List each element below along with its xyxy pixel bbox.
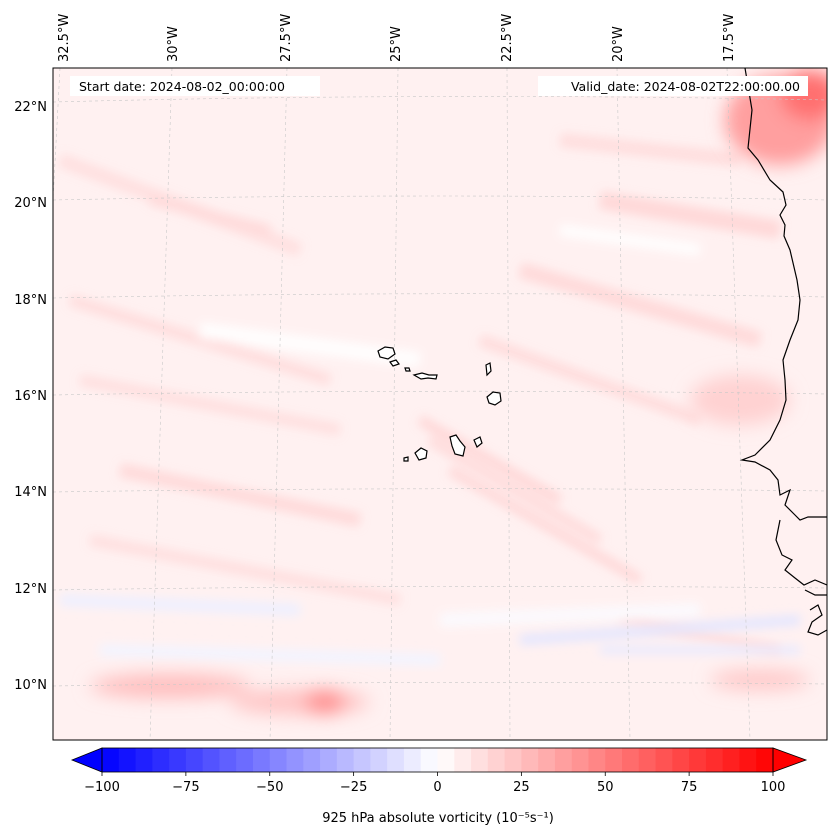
colorbar-cell [370, 748, 388, 772]
map-border [52, 67, 828, 741]
colorbar-tick-label: 50 [597, 780, 614, 795]
start-date-box [70, 76, 320, 96]
colorbar-max-arrow [772, 747, 808, 773]
colorbar-cell [202, 748, 221, 772]
colorbar-cell [269, 748, 288, 772]
colorbar-cell [303, 748, 321, 772]
colorbar-tick-label: −25 [340, 780, 367, 795]
colorbar-cell [320, 748, 338, 772]
colorbar-cell [353, 748, 372, 772]
colorbar-cell [403, 748, 422, 772]
colorbar-ticks: −100 −75 −50 −25 0 25 50 75 100 [84, 772, 785, 795]
colorbar-cell [387, 748, 405, 772]
lat-label-10n: 10°N [14, 678, 47, 693]
colorbar-tick-label: 25 [513, 780, 530, 795]
colorbar-cell [152, 748, 170, 772]
colorbar-cell [118, 748, 137, 772]
colorbar-tick-label: −100 [84, 780, 120, 795]
vorticity-field [57, 133, 782, 655]
colorbar-tick-label: −75 [172, 780, 199, 795]
lat-label-16n: 16°N [14, 389, 47, 404]
colorbar-cell [538, 748, 556, 772]
lat-label-18n: 18°N [14, 293, 47, 308]
colorbar-tick-label: 75 [681, 780, 698, 795]
colorbar-cell [169, 748, 187, 772]
colorbar-cell [454, 748, 472, 772]
colorbar-min-arrow [70, 747, 103, 773]
colorbar-cell [252, 748, 271, 772]
valid-date-label: Valid_date: 2024-08-02T22:00:00.00 [571, 79, 800, 94]
colorbar-cell [739, 748, 757, 772]
colorbar-cell [102, 748, 120, 772]
colorbar-cells [102, 748, 774, 772]
valid-date-box [538, 76, 808, 96]
map-panel: Start date: 2024-08-02_00:00:00 Valid_da… [53, 68, 827, 740]
lon-label-30w: 30°W [166, 26, 181, 62]
colorbar-cell [588, 748, 606, 772]
africa-coastline-south [775, 519, 827, 636]
colorbar: −100 −75 −50 −25 0 25 50 75 100 925 hPa absolute… [70, 747, 808, 826]
island-santiago [449, 434, 466, 457]
colorbar-cell [655, 748, 673, 772]
lon-label-20w: 20°W [611, 26, 626, 62]
lon-label-27-5w: 27.5°W [279, 14, 294, 62]
lat-label-20n: 20°N [14, 196, 47, 211]
island-santo-antao [377, 346, 396, 360]
colorbar-tick-label: 0 [433, 780, 441, 795]
colorbar-cell [437, 748, 455, 772]
lat-label-22n: 22°N [14, 100, 47, 115]
island-boa-vista [486, 391, 502, 406]
colorbar-cell [236, 748, 254, 772]
island-maio [473, 436, 483, 448]
colorbar-cell [571, 748, 590, 772]
lat-label-12n: 12°N [14, 582, 47, 597]
colorbar-cell [286, 748, 304, 772]
colorbar-cell [638, 748, 657, 772]
colorbar-cell [672, 748, 690, 772]
colorbar-cell [756, 748, 774, 772]
cape-verde-islands [377, 346, 502, 462]
negative-vorticity-bands [59, 594, 801, 666]
colorbar-cell [504, 748, 522, 772]
lat-label-14n: 14°N [14, 485, 47, 500]
colorbar-tick-label: 100 [761, 780, 786, 795]
colorbar-cell [219, 748, 237, 772]
colorbar-cell [605, 748, 623, 772]
graticule [53, 68, 827, 740]
lon-label-32-5w: 32.5°W [57, 14, 72, 62]
colorbar-cell [521, 748, 539, 772]
colorbar-cell [622, 748, 640, 772]
lon-label-22-5w: 22.5°W [500, 14, 515, 62]
island-sao-vicente [389, 359, 400, 367]
lon-label-17-5w: 17.5°W [722, 14, 737, 62]
colorbar-cell [420, 748, 439, 772]
island-fogo [414, 447, 428, 461]
island-sao-nicolau [412, 372, 438, 380]
colorbar-cell [705, 748, 724, 772]
longitude-labels: 32.5°W 30°W 27.5°W 25°W 22.5°W 20°W 17.5… [57, 14, 737, 62]
latitude-labels: 22°N 20°N 18°N 16°N 14°N 12°N 10°N [14, 100, 47, 693]
lon-label-25w: 25°W [389, 26, 404, 62]
start-date-label: Start date: 2024-08-02_00:00:00 [79, 79, 285, 94]
colorbar-cell [722, 748, 741, 772]
island-brava [403, 456, 409, 462]
colorbar-label: 925 hPa absolute vorticity (10⁻⁵s⁻¹) [322, 811, 554, 826]
colorbar-cell [336, 748, 355, 772]
africa-coastline [739, 68, 827, 521]
colorbar-cell [487, 748, 506, 772]
island-santa-luzia [404, 367, 411, 372]
colorbar-cell [135, 748, 153, 772]
colorbar-cell [185, 748, 204, 772]
colorbar-cell [554, 748, 573, 772]
colorbar-cell [689, 748, 707, 772]
colorbar-tick-label: −50 [256, 780, 283, 795]
island-sal [485, 362, 492, 377]
colorbar-cell [471, 748, 489, 772]
